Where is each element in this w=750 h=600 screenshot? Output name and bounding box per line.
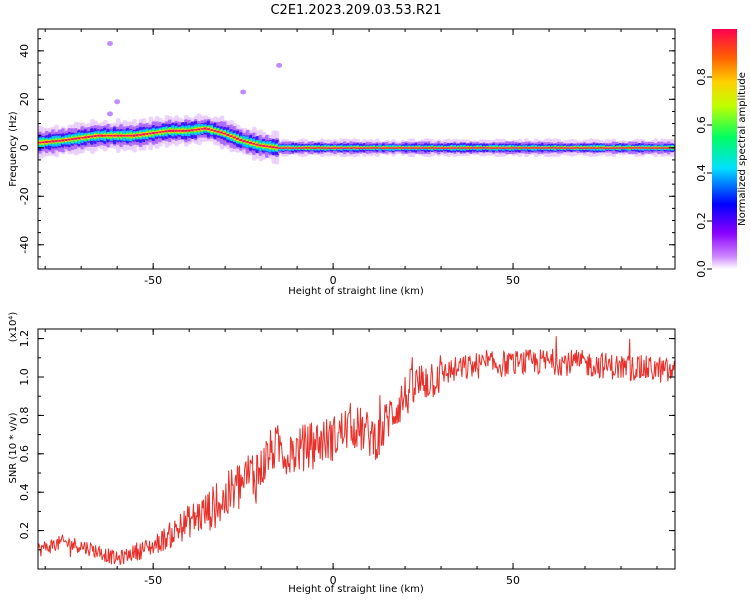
snr-yscale-label: (x10⁴) xyxy=(8,312,19,343)
heatmap-xlabel: Height of straight line (km) xyxy=(288,286,424,297)
snr-xlabel: Height of straight line (km) xyxy=(288,584,424,595)
colorbar: 0.0 0.2 0.4 0.6 0.8 Normalized spectral ampl… xyxy=(695,29,748,278)
colorbar-tick-label: 0.6 xyxy=(695,116,708,134)
heatmap-xtick-label: 0 xyxy=(330,274,337,287)
colorbar-label: Normalized spectral amplitude xyxy=(737,72,748,226)
heatmap-ylabel: Frequency (Hz) xyxy=(8,111,19,187)
snr-xtick-label: -50 xyxy=(144,574,162,587)
snr-ytick-label: 1.2 xyxy=(18,330,31,348)
colorbar-tick-label: 0.8 xyxy=(695,68,708,86)
colorbar-ticks: 0.0 0.2 0.4 0.6 0.8 xyxy=(695,68,712,278)
heatmap-ytick-label: -40 xyxy=(18,236,31,254)
heatmap-ytick-label: -20 xyxy=(18,187,31,205)
snr-xtick-label: 0 xyxy=(330,574,337,587)
colorbar-tick-label: 0.0 xyxy=(695,260,708,278)
heatmap-ytick-label: 40 xyxy=(18,44,31,58)
snr-frame xyxy=(37,328,676,570)
snr-ytick-label: 0.8 xyxy=(18,407,31,425)
heatmap-outlier-point xyxy=(114,99,121,105)
figure-title: C2E1.2023.209.03.53.R21 xyxy=(270,3,441,18)
heatmap-ytick-label: 20 xyxy=(18,92,31,106)
snr-ytick-label: 0.2 xyxy=(18,522,31,540)
snr-ytick-label: 1.0 xyxy=(18,368,31,386)
snr-ylabel: SNR (10 * v/v) xyxy=(8,412,19,483)
colorbar-tick-label: 0.4 xyxy=(695,164,708,182)
snr-panel: -50 0 50 0.2 0.4 0.6 0.8 1.0 1.2 Height of strai… xyxy=(8,312,676,595)
heatmap-frame xyxy=(37,28,676,270)
snr-series-line xyxy=(38,336,675,566)
heatmap-outlier-point xyxy=(240,89,247,95)
snr-ticks: -50 0 50 0.2 0.4 0.6 0.8 1.0 1.2 xyxy=(18,329,675,587)
heatmap-outlier-point xyxy=(276,62,283,68)
heatmap-xtick-label: 50 xyxy=(506,274,520,287)
snr-ytick-label: 0.4 xyxy=(18,483,31,501)
snr-xtick-label: 50 xyxy=(506,574,520,587)
heatmap-panel: -50 0 50 -40 -20 0 20 40 Height of straight lin… xyxy=(8,28,676,297)
snr-ytick-label: 0.6 xyxy=(18,445,31,463)
heatmap-outlier-point xyxy=(106,111,113,117)
heatmap-ticks: -50 0 50 -40 -20 0 20 40 xyxy=(18,29,675,287)
heatmap-xtick-label: -50 xyxy=(144,274,162,287)
heatmap-marks xyxy=(38,41,675,165)
heatmap-outlier-point xyxy=(106,41,113,47)
colorbar-tick-label: 0.2 xyxy=(695,212,708,230)
heatmap-ytick-label: 0 xyxy=(18,144,31,151)
colorbar-gradient xyxy=(712,29,737,269)
